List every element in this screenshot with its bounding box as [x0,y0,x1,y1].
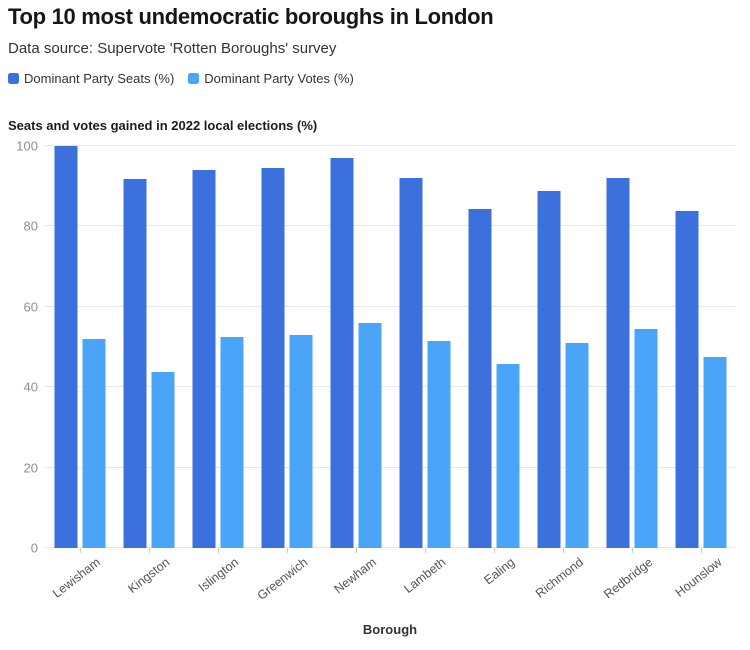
gridline [45,305,735,307]
legend-item-seats: Dominant Party Seats (%) [8,71,174,86]
bar-pair [123,146,174,548]
bar-pair [468,146,519,548]
x-tick-label: Newham [331,555,380,597]
bar-ealing-votes [496,363,519,548]
bar-richmond-seats [537,190,560,548]
y-tick-label: 0 [30,540,38,556]
gridline [45,145,735,146]
category-group-greenwich: Greenwich [252,146,321,603]
bar-lewisham-seats [54,146,77,548]
y-axis-caption: Seats and votes gained in 2022 local ele… [8,118,318,133]
legend-item-votes: Dominant Party Votes (%) [188,71,354,86]
x-tick-mark [79,548,81,553]
x-tick-mark [148,548,150,553]
x-tick-label: Ealing [481,555,518,588]
x-tick-label: Kingston [125,555,173,596]
y-axis-labels: 0 20 40 60 80 100 [0,139,38,556]
bar-islington-votes [220,337,243,548]
bar-greenwich-seats [261,168,284,548]
x-tick-mark [700,548,702,553]
bar-pair [606,146,657,548]
data-source-note: Data source: Supervote 'Rotten Boroughs'… [8,40,337,57]
plot-area: Lewisham Kingston Islington Greenwich Newham… [45,145,735,603]
category-group-islington: Islington [183,146,252,595]
x-tick-label: Lambeth [401,555,449,596]
category-group-richmond: Richmond [528,146,597,601]
x-tick-label: Islington [195,555,242,595]
bar-greenwich-votes [289,334,312,548]
bar-newham-seats [330,158,353,548]
category-group-lewisham: Lewisham [45,146,114,601]
bar-ealing-seats [468,209,491,548]
plot-slots: Lewisham Kingston Islington Greenwich Newham… [45,146,735,603]
category-group-kingston: Kingston [114,146,183,596]
legend: Dominant Party Seats (%) Dominant Party … [8,71,354,86]
bar-kingston-seats [123,178,146,548]
gridline [45,225,735,227]
x-tick-mark [424,548,426,553]
y-tick-label: 40 [23,379,38,395]
bar-islington-seats [192,169,215,548]
y-tick-label: 100 [16,138,38,154]
legend-label-seats: Dominant Party Seats (%) [24,71,175,86]
bar-pair [261,146,312,548]
page-title: Top 10 most undemocratic boroughs in Lon… [8,4,494,29]
bar-pair [675,146,726,548]
gridline [45,466,735,468]
bar-pair [330,146,381,548]
x-tick-mark [286,548,288,553]
bar-redbridge-seats [606,177,629,548]
y-tick-label: 60 [23,299,38,315]
bar-redbridge-votes [634,329,657,548]
x-tick-label: Redbridge [601,555,656,602]
x-tick-label: Lewisham [50,555,104,601]
x-tick-mark [562,548,564,553]
category-group-hounslow: Hounslow [666,146,735,600]
x-tick-mark [217,548,219,553]
y-tick-label: 20 [23,460,38,476]
bar-lambeth-seats [399,177,422,548]
category-group-redbridge: Redbridge [597,146,666,602]
votes-swatch-icon [188,73,200,84]
x-tick-mark [493,548,495,553]
bar-lewisham-votes [82,338,105,548]
bar-newham-votes [358,323,381,548]
bar-pair [192,146,243,548]
bar-hounslow-seats [675,210,698,548]
bar-richmond-votes [565,343,588,548]
bar-lambeth-votes [427,341,450,548]
x-axis-title: Borough [362,622,418,637]
seats-swatch-icon [8,73,19,84]
category-group-ealing: Ealing [459,146,528,587]
gridline [45,547,735,548]
x-tick-mark [355,548,357,553]
bar-pair [54,146,105,548]
x-tick-mark [631,548,633,553]
bar-hounslow-votes [703,356,726,548]
x-tick-label: Richmond [533,555,587,601]
gridline [45,386,735,388]
legend-label-votes: Dominant Party Votes (%) [204,71,354,86]
y-tick-label: 80 [23,218,38,234]
x-tick-label: Hounslow [672,555,725,600]
bar-pair [537,146,588,548]
category-group-lambeth: Lambeth [390,146,459,596]
bar-pair [399,146,450,548]
category-group-newham: Newham [321,146,390,596]
x-tick-label: Greenwich [254,555,311,603]
bar-kingston-votes [151,371,174,548]
